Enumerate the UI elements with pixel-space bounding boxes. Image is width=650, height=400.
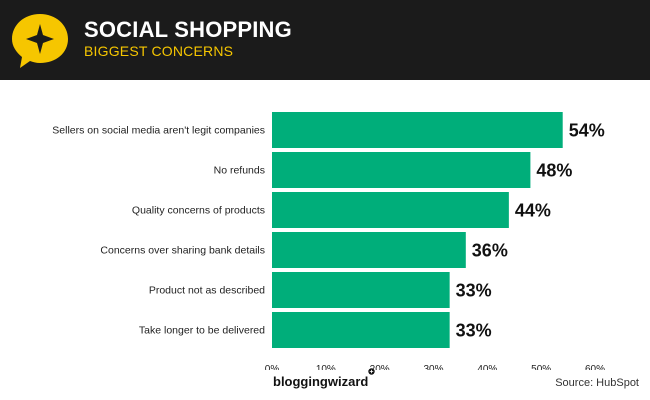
- category-label: Product not as described: [149, 285, 265, 297]
- category-label: Take longer to be delivered: [139, 325, 265, 337]
- x-tick-label: 0%: [265, 364, 280, 370]
- page-subtitle: BIGGEST CONCERNS: [84, 43, 234, 59]
- bar: [272, 192, 509, 228]
- category-label: Quality concerns of products: [132, 205, 265, 217]
- source-credit: Source: HubSpot: [555, 377, 639, 389]
- x-tick-label: 60%: [585, 364, 605, 370]
- x-tick-label: 30%: [423, 364, 443, 370]
- value-label: 54%: [569, 121, 605, 141]
- x-tick-label: 50%: [531, 364, 551, 370]
- bar: [272, 152, 531, 188]
- value-label: 33%: [456, 281, 492, 301]
- x-tick-label: 40%: [477, 364, 497, 370]
- x-tick-label: 20%: [370, 364, 390, 370]
- category-label: Sellers on social media aren't legit com…: [52, 125, 265, 137]
- bar: [272, 112, 563, 148]
- bar: [272, 312, 450, 348]
- brand-wand-icon: [368, 368, 375, 375]
- brand-logo-text: bloggingwizard: [273, 374, 369, 389]
- category-label: No refunds: [214, 165, 265, 177]
- page-title: SOCIAL SHOPPING: [84, 17, 292, 42]
- value-label: 36%: [472, 241, 508, 261]
- header-banner: SOCIAL SHOPPING BIGGEST CONCERNS: [0, 0, 650, 80]
- value-label: 48%: [536, 161, 572, 181]
- compass-star-icon: [12, 14, 68, 68]
- category-label: Concerns over sharing bank details: [100, 245, 265, 257]
- bar: [272, 272, 450, 308]
- bar: [272, 232, 466, 268]
- value-label: 33%: [456, 321, 492, 341]
- bar-chart: Sellers on social media aren't legit com…: [52, 112, 605, 370]
- value-label: 44%: [515, 201, 551, 221]
- x-tick-label: 10%: [316, 364, 336, 370]
